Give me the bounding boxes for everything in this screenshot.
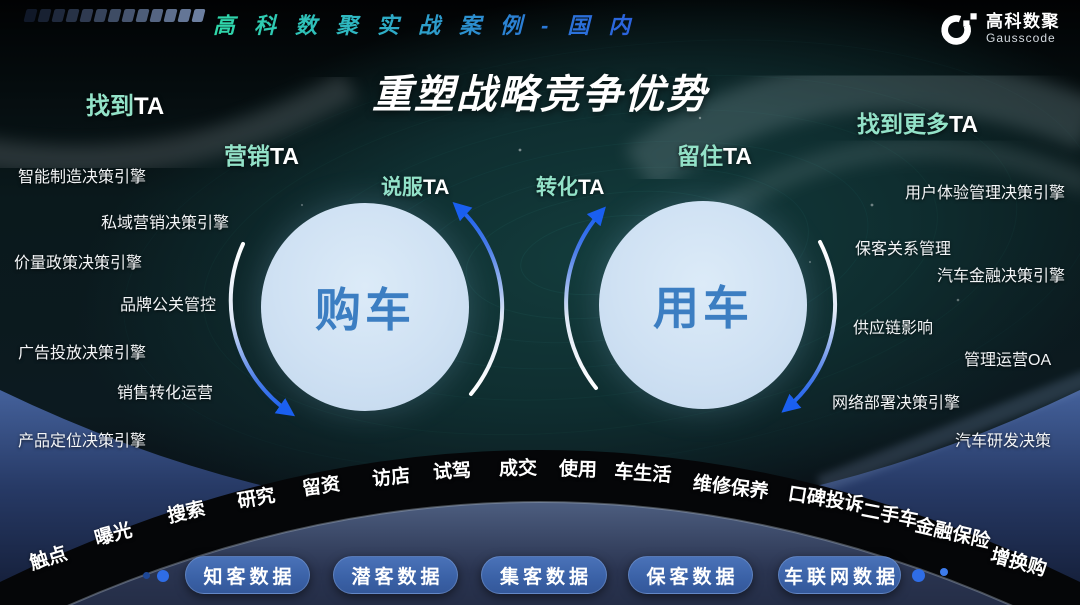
header-square	[23, 9, 38, 22]
stage-label-ta: TA	[134, 93, 165, 120]
stage-label: 找到更多TA	[857, 105, 978, 139]
stage-label-ta: TA	[949, 111, 978, 137]
data-pill[interactable]: 知客数据	[185, 556, 310, 594]
engine-label: 保客关系管理	[855, 241, 952, 258]
stage-label-cn: 说服	[381, 176, 423, 199]
header-squares	[23, 9, 206, 22]
slide-series-title: 高科数聚实战案例-国内	[213, 8, 649, 40]
stage-label-cn: 找到更多	[857, 111, 949, 137]
stage-label: 找到TA	[86, 86, 164, 121]
header-square	[51, 9, 66, 22]
engine-label: 价量政策决策引擎	[14, 255, 143, 272]
header-square	[37, 9, 52, 22]
engine-label: 用户体验管理决策引擎	[905, 185, 1066, 202]
data-pill[interactable]: 车联网数据	[778, 556, 901, 594]
header-square	[93, 9, 108, 22]
engine-label: 汽车金融决策引擎	[937, 268, 1066, 285]
header-square	[135, 9, 150, 22]
journey-touchpoint: 试驾	[432, 460, 472, 484]
header-square	[65, 9, 80, 22]
gausscode-logo-icon	[941, 13, 977, 45]
pagination-dot	[940, 568, 948, 576]
pagination-dot	[157, 570, 169, 582]
header-square	[177, 9, 192, 22]
stage-label-ta: TA	[723, 143, 752, 169]
engine-label: 广告投放决策引擎	[18, 345, 147, 362]
header-square	[163, 9, 178, 22]
header-square	[149, 9, 164, 22]
pagination-dot	[911, 568, 925, 582]
journey-touchpoint: 车生活	[613, 461, 673, 487]
header-square	[121, 9, 136, 22]
logo-name-cn: 高科数聚	[986, 12, 1060, 32]
stage-label-cn: 转化	[536, 176, 578, 199]
stage-circle-label: 购车	[315, 284, 415, 336]
data-pill[interactable]: 保客数据	[628, 556, 753, 594]
pagination-dot	[142, 571, 150, 579]
stage-label: 营销TA	[224, 137, 299, 171]
logo-name-en: Gausscode	[986, 30, 1056, 45]
header-square	[107, 9, 122, 22]
stage-circle-purchase: 购车	[261, 203, 469, 411]
slide-main-title: 重塑战略竞争优势	[372, 73, 708, 117]
engine-label: 私域营销决策引擎	[101, 215, 230, 232]
engine-label: 供应链影响	[853, 320, 934, 337]
stage-label-ta: TA	[423, 176, 450, 199]
data-pill[interactable]: 集客数据	[481, 556, 607, 594]
engine-label: 智能制造决策引擎	[18, 169, 147, 186]
journey-touchpoint: 使用	[558, 458, 598, 482]
gausscode-logo: 高科数聚 Gausscode	[938, 9, 1060, 49]
header-square	[79, 9, 94, 22]
stage-label-ta: TA	[578, 176, 605, 199]
stage-label: 留住TA	[677, 137, 752, 171]
stage-circle-usage: 用车	[599, 201, 807, 409]
stage-label-cn: 营销	[224, 143, 270, 169]
engine-label: 销售转化运营	[117, 385, 214, 402]
stage-circle-label: 用车	[653, 282, 753, 334]
stage-label-cn: 找到	[86, 93, 134, 120]
journey-touchpoint: 留资	[300, 473, 342, 501]
stage-label: 转化TA	[536, 171, 604, 201]
journey-touchpoint: 访店	[371, 465, 412, 491]
engine-label: 管理运营OA	[964, 352, 1052, 369]
data-pill[interactable]: 潜客数据	[333, 556, 458, 594]
stage-label-ta: TA	[270, 143, 299, 169]
engine-label: 网络部署决策引擎	[832, 395, 961, 412]
stage-label-cn: 留住	[677, 143, 723, 169]
journey-touchpoint: 成交	[498, 458, 538, 480]
engine-label: 汽车研发决策	[955, 433, 1052, 450]
engine-label: 产品定位决策引擎	[18, 433, 147, 450]
engine-label: 品牌公关管控	[120, 297, 217, 314]
stage-label: 说服TA	[381, 171, 449, 201]
